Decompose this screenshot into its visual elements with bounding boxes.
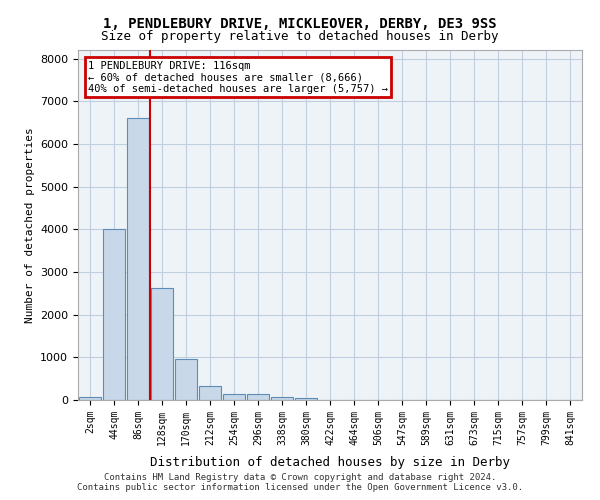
Bar <box>175 359 197 400</box>
Bar <box>103 230 125 400</box>
Bar <box>127 118 149 400</box>
Bar <box>199 386 221 400</box>
Text: 1 PENDLEBURY DRIVE: 116sqm
← 60% of detached houses are smaller (8,666)
40% of s: 1 PENDLEBURY DRIVE: 116sqm ← 60% of deta… <box>88 60 388 94</box>
X-axis label: Distribution of detached houses by size in Derby: Distribution of detached houses by size … <box>150 456 510 469</box>
Text: 1, PENDLEBURY DRIVE, MICKLEOVER, DERBY, DE3 9SS: 1, PENDLEBURY DRIVE, MICKLEOVER, DERBY, … <box>103 18 497 32</box>
Y-axis label: Number of detached properties: Number of detached properties <box>25 127 35 323</box>
Bar <box>295 398 317 400</box>
Text: Contains HM Land Registry data © Crown copyright and database right 2024.
Contai: Contains HM Land Registry data © Crown c… <box>77 473 523 492</box>
Bar <box>223 394 245 400</box>
Bar <box>271 397 293 400</box>
Text: Size of property relative to detached houses in Derby: Size of property relative to detached ho… <box>101 30 499 43</box>
Bar <box>151 288 173 400</box>
Bar <box>79 396 101 400</box>
Bar <box>247 394 269 400</box>
